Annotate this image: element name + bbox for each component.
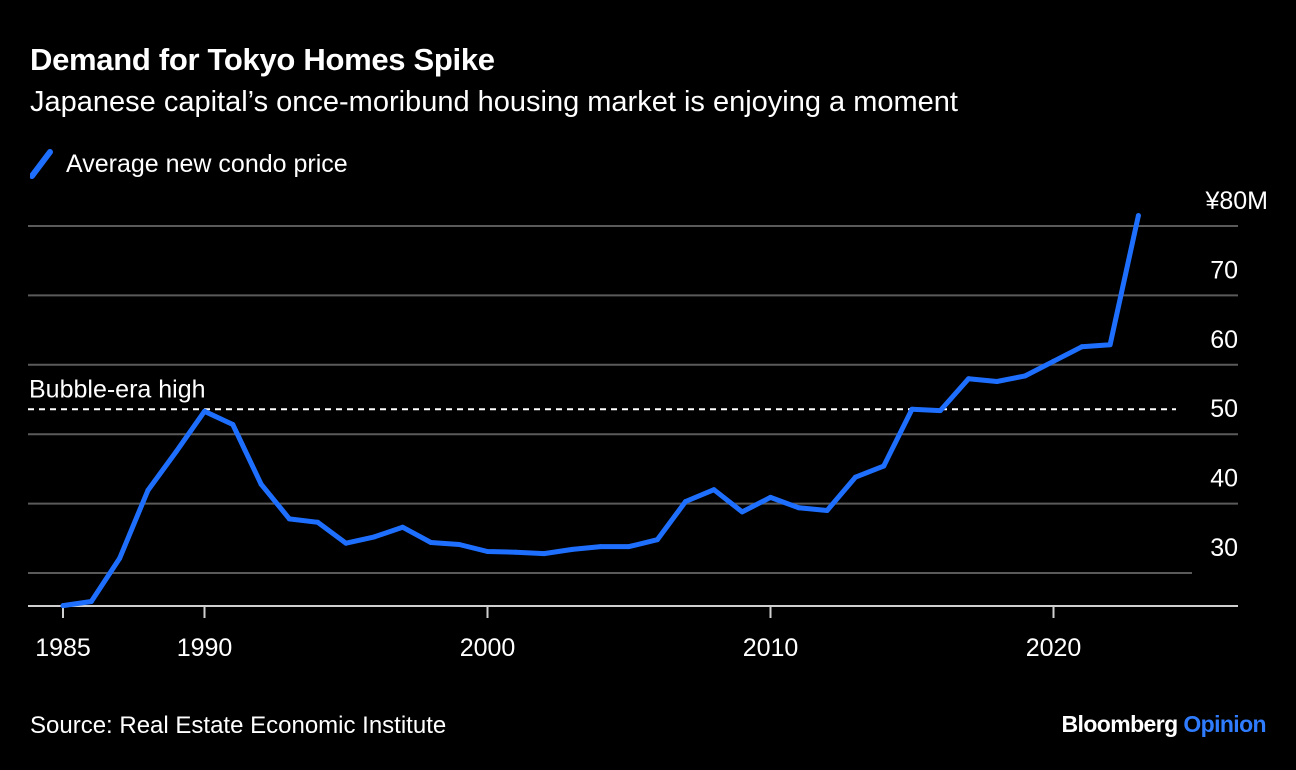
y-tick-label: 70 [1210,256,1238,284]
data-point-1991 [230,422,236,427]
data-point-2023 [1135,213,1141,219]
data-point-2013 [852,474,858,480]
data-point-2011 [796,505,802,511]
brand-accent: Opinion [1183,711,1266,737]
data-point-1996 [371,534,377,540]
legend: Average new condo price [30,148,348,180]
data-point-2003 [569,546,575,552]
data-point-1985 [60,603,66,609]
x-tick-label: 1990 [177,634,233,662]
y-tick-label: 30 [1210,534,1238,562]
data-point-1989 [173,449,179,455]
data-point-1994 [315,519,321,525]
data-point-1992 [258,481,264,487]
data-point-2001 [513,549,519,555]
data-point-2018 [994,379,1000,384]
chart-subtitle: Japanese capital’s once-moribund housing… [30,86,958,118]
reference-line-label: Bubble-era high [29,375,206,403]
legend-label: Average new condo price [66,149,348,178]
data-point-2014 [881,463,887,469]
legend-line-icon [30,149,53,179]
y-tick-label: 50 [1210,395,1238,423]
data-point-2000 [485,549,490,554]
data-point-2022 [1107,342,1113,348]
data-point-2017 [966,376,972,382]
x-tick-label: 2020 [1026,634,1082,662]
brand-logo: Bloomberg Opinion [1061,711,1267,738]
data-point-2005 [626,544,632,550]
data-point-1999 [456,542,462,547]
y-tick-label: 40 [1210,465,1238,493]
data-point-1997 [400,524,406,530]
data-point-2004 [598,544,604,550]
x-tick-label: 2000 [460,634,516,662]
x-tick-label: 2010 [743,634,799,662]
data-point-1987 [117,555,123,561]
chart-title: Demand for Tokyo Homes Spike [30,42,495,77]
y-tick-label: ¥80M [1204,187,1268,215]
source-note: Source: Real Estate Economic Institute [30,712,447,739]
data-point-2012 [824,508,830,513]
data-point-2009 [739,509,745,515]
brand-name: Bloomberg [1061,711,1179,737]
data-point-2010 [768,494,773,500]
data-point-2016 [937,408,943,414]
data-point-2020 [1051,358,1056,364]
data-point-2019 [1022,373,1028,379]
x-tick-label: 1985 [35,634,91,662]
data-point-2007 [683,499,689,504]
y-tick-label: 60 [1210,326,1238,354]
data-point-2015 [909,406,915,412]
data-point-2021 [1079,344,1085,350]
data-point-1990 [202,408,207,414]
data-point-2006 [654,537,660,543]
data-point-1995 [343,540,349,546]
data-point-1988 [145,487,151,493]
data-point-2002 [541,551,547,557]
data-point-2008 [711,487,717,493]
data-point-1998 [428,540,434,545]
data-point-1993 [286,516,292,522]
data-point-1986 [88,599,94,604]
